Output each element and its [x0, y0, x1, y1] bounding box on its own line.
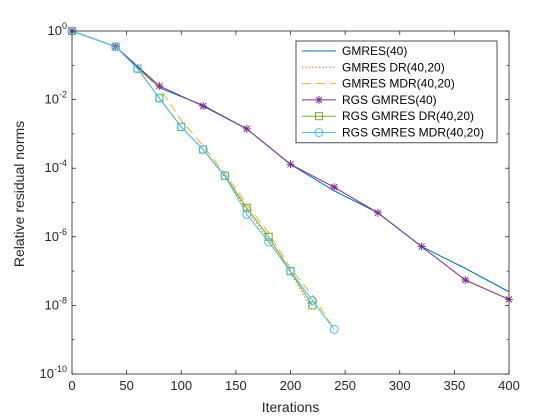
data-point-s4-9	[417, 242, 426, 251]
axes-layer: 0 50 100 150 200 250 300 350 400 100 10-2 10-4 10-6 1…	[40, 21, 520, 393]
data-point-s6-7	[220, 171, 230, 181]
x-tick-label: 250	[334, 378, 356, 393]
legend-item: GMRES MDR(40,20)	[302, 77, 455, 91]
legend-label: GMRES DR(40,20)	[342, 60, 445, 74]
x-tick-label: 350	[444, 378, 466, 393]
y-tick-label: 10-2	[45, 90, 67, 107]
data-point-s6-2	[111, 42, 121, 52]
x-tick-label: 50	[119, 378, 133, 393]
legend-item: GMRES(40)	[302, 44, 407, 58]
data-point-s6-11	[307, 295, 317, 305]
legend-label: GMRES MDR(40,20)	[342, 77, 455, 91]
data-point-s6-12	[329, 324, 339, 334]
series-line-6	[71, 30, 335, 330]
legend-item: RGS GMRES(40)	[302, 93, 437, 107]
data-point-s5-9	[264, 232, 273, 241]
x-tick-label: 150	[225, 378, 247, 393]
data-point-s4-8	[373, 208, 382, 217]
legend-label: RGS GMRES MDR(40,20)	[342, 126, 484, 140]
data-point-s6-5	[176, 122, 186, 132]
y-tick-label: 10-4	[45, 158, 67, 175]
legend: GMRES(40) GMRES DR(40,20) GMRES MDR(40,20)…	[295, 40, 498, 144]
series-layer	[67, 26, 513, 334]
data-point-s6-8	[242, 209, 252, 219]
y-tick-label: 10-10	[40, 364, 67, 381]
data-point-s6-4	[154, 93, 164, 103]
y-axis-label: Relative residual norms	[11, 121, 27, 267]
x-tick-label: 200	[280, 378, 302, 393]
x-tick-label: 300	[389, 378, 411, 393]
data-point-s6-9	[264, 237, 274, 247]
x-tick-label: 0	[68, 378, 75, 393]
legend-item: RGS GMRES MDR(40,20)	[302, 126, 484, 140]
y-tick-label: 100	[48, 21, 67, 38]
data-point-s4-10	[461, 276, 470, 285]
data-point-s6-3	[133, 64, 143, 74]
legend-marker	[315, 95, 323, 104]
legend-marker	[315, 112, 323, 121]
data-point-s6-6	[198, 145, 208, 155]
x-axis-label: Iterations	[262, 399, 320, 415]
legend-box	[295, 40, 498, 144]
x-tick-label: 400	[498, 378, 520, 393]
data-point-s4-7	[330, 183, 339, 192]
legend-item: GMRES DR(40,20)	[302, 60, 445, 74]
data-point-s6-10	[286, 266, 295, 276]
y-tick-label: 10-8	[45, 295, 67, 312]
data-point-s4-6	[286, 160, 295, 169]
data-point-s4-5	[242, 124, 251, 133]
legend-label: RGS GMRES(40)	[342, 93, 437, 107]
data-point-s4-4	[199, 102, 208, 111]
legend-label: RGS GMRES DR(40,20)	[342, 109, 474, 123]
y-tick-label: 10-6	[45, 227, 67, 244]
legend-label: GMRES(40)	[342, 44, 407, 58]
legend-marker	[314, 128, 324, 137]
x-tick-label: 100	[170, 378, 192, 393]
legend-item: RGS GMRES DR(40,20)	[302, 109, 474, 123]
data-point-s4-3	[155, 81, 164, 90]
